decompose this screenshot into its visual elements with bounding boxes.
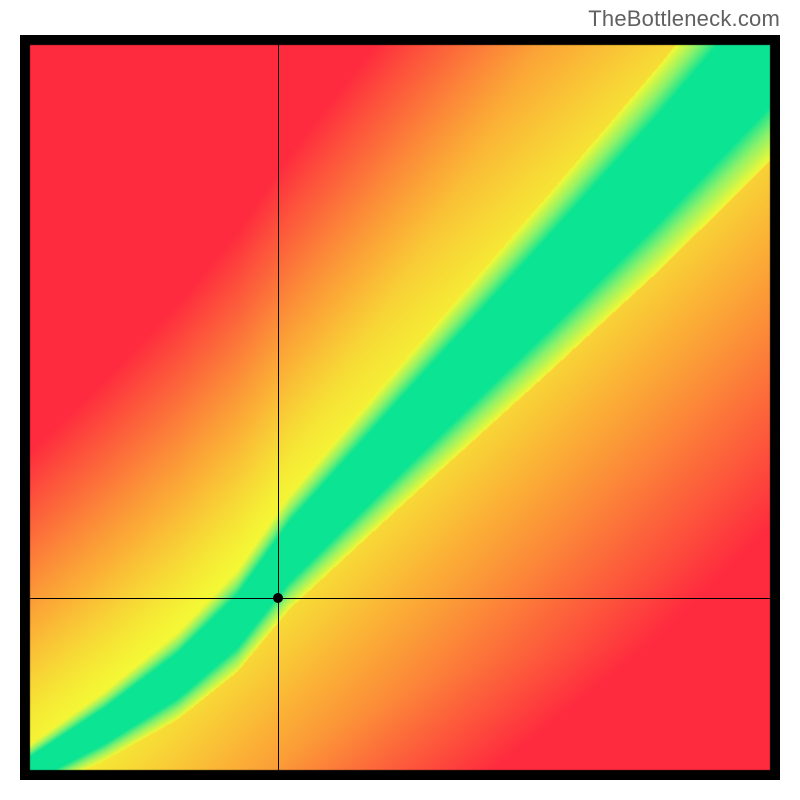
source-watermark: TheBottleneck.com [588,6,780,32]
crosshair-marker [273,593,283,603]
crosshair-horizontal [30,598,770,599]
plot-area [20,35,780,780]
crosshair-vertical [278,45,279,770]
heatmap-canvas [20,35,780,780]
figure-container: TheBottleneck.com [0,0,800,800]
